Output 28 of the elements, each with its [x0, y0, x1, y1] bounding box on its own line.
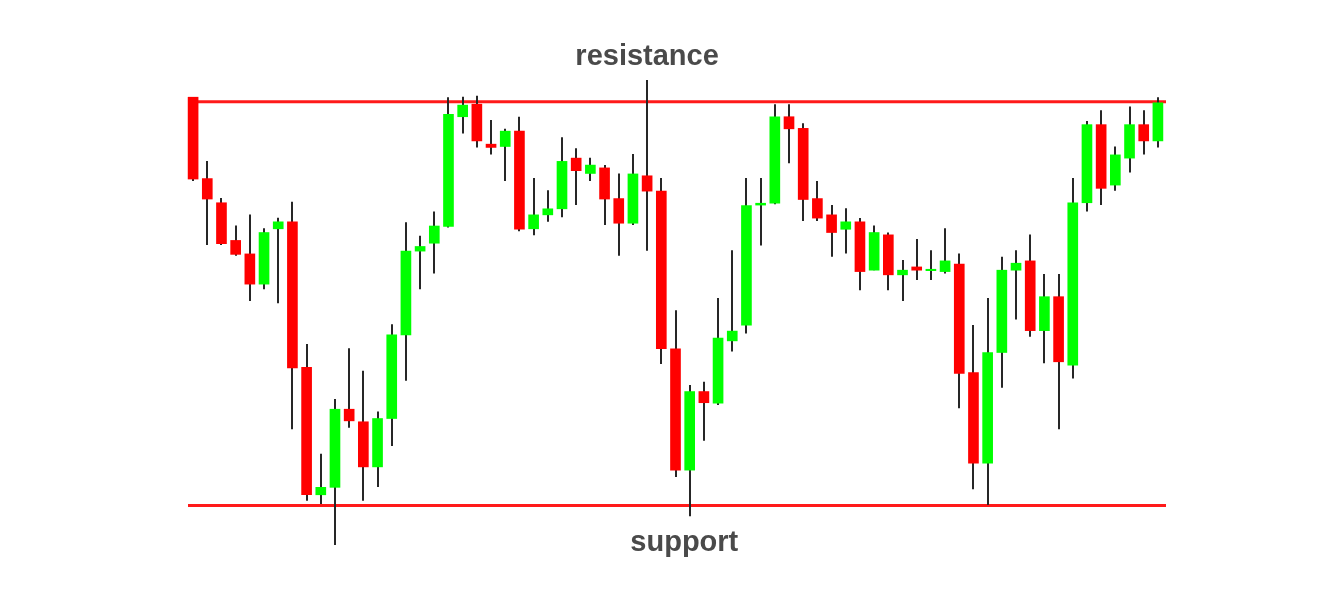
- candlestick: [812, 179, 823, 222]
- candlestick: [925, 249, 937, 281]
- candlestick: [641, 79, 653, 252]
- candlestick: [201, 159, 213, 247]
- candlestick: [542, 189, 554, 223]
- candlestick: [272, 216, 284, 305]
- candlestick: [840, 207, 852, 255]
- candlestick: [343, 347, 355, 429]
- candlestick: [499, 127, 511, 182]
- candlestick: [485, 118, 497, 156]
- candlestick: [1010, 249, 1022, 321]
- candlestick: [428, 210, 440, 275]
- candlestick: [726, 249, 738, 353]
- candlestick: [585, 156, 596, 182]
- candlestick: [783, 103, 795, 165]
- candlestick: [230, 224, 241, 257]
- ref-line-label: resistance: [575, 38, 719, 71]
- candlestick: [939, 227, 951, 275]
- ref-line-label: support: [630, 525, 739, 558]
- candlestick: [528, 177, 539, 237]
- candlestick: [826, 204, 837, 258]
- candlestick: [1138, 109, 1150, 156]
- candlestick: [570, 147, 582, 207]
- candlestick: [897, 258, 908, 302]
- candlestick: [315, 452, 327, 506]
- candlestick: [911, 238, 923, 281]
- candlestick: [457, 95, 468, 135]
- candlestick: [698, 380, 710, 442]
